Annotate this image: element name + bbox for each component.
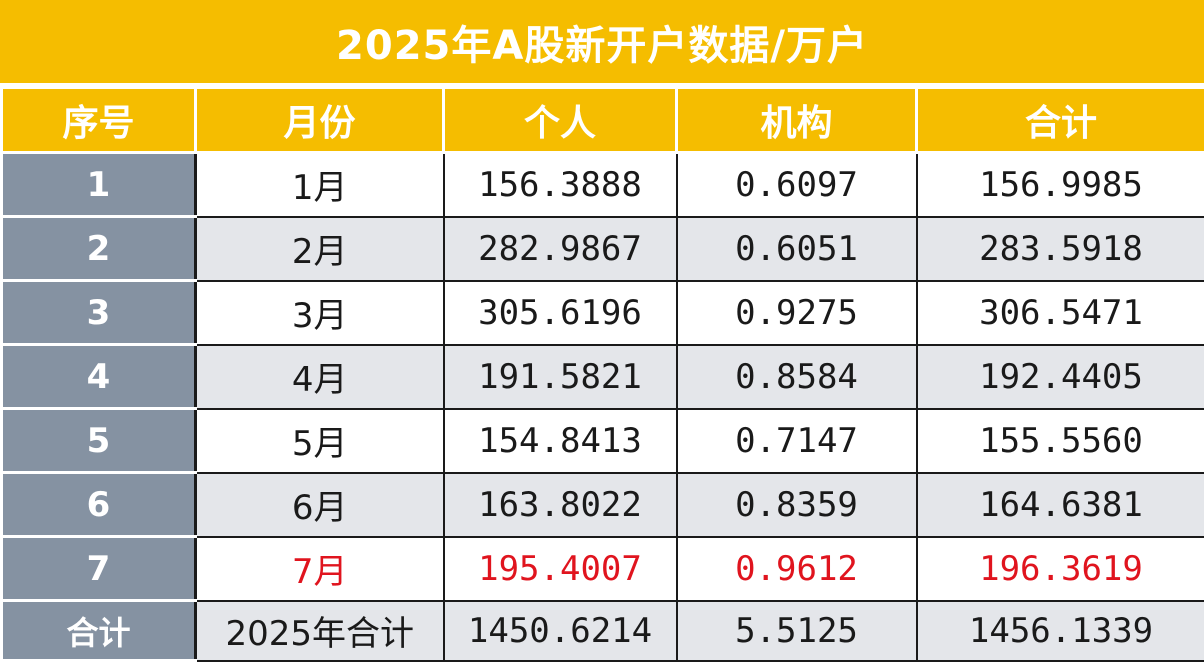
institution-cell: 0.8359 [675,471,918,538]
total-cell: 156.9985 [915,151,1204,218]
individual-cell: 154.8413 [442,407,678,474]
month-cell: 3月 [194,279,445,346]
column-header-individual: 个人 [442,86,678,154]
table-title: 2025年A股新开户数据/万户 [0,0,1204,86]
seq-cell: 7 [0,535,197,602]
table-row: 3 3月 305.6196 0.9275 306.5471 [0,279,1204,346]
seq-cell: 3 [0,279,197,346]
column-header-seq: 序号 [0,86,197,154]
individual-cell: 163.8022 [442,471,678,538]
month-cell: 7月 [194,535,445,602]
seq-cell: 4 [0,343,197,410]
total-cell: 196.3619 [915,535,1204,602]
account-data-table: 序号 月份 个人 机构 合计 1 1月 156.3888 0.6097 156.… [0,86,1204,662]
summary-month-cell: 2025年合计 [194,599,445,662]
table-row-highlighted: 7 7月 195.4007 0.9612 196.3619 [0,535,1204,602]
column-header-month: 月份 [194,86,445,154]
month-cell: 1月 [194,151,445,218]
individual-cell: 195.4007 [442,535,678,602]
total-cell: 192.4405 [915,343,1204,410]
seq-cell: 1 [0,151,197,218]
total-cell: 155.5560 [915,407,1204,474]
summary-total-cell: 1456.1339 [915,599,1204,662]
month-cell: 4月 [194,343,445,410]
institution-cell: 0.9612 [675,535,918,602]
institution-cell: 0.6051 [675,215,918,282]
month-cell: 2月 [194,215,445,282]
seq-cell: 5 [0,407,197,474]
column-header-total: 合计 [915,86,1204,154]
header-row: 序号 月份 个人 机构 合计 [0,86,1204,154]
summary-row: 合计 2025年合计 1450.6214 5.5125 1456.1339 [0,599,1204,662]
institution-cell: 0.8584 [675,343,918,410]
summary-individual-cell: 1450.6214 [442,599,678,662]
individual-cell: 305.6196 [442,279,678,346]
summary-label-cell: 合计 [0,599,197,662]
institution-cell: 0.7147 [675,407,918,474]
individual-cell: 282.9867 [442,215,678,282]
column-header-institution: 机构 [675,86,918,154]
table-row: 1 1月 156.3888 0.6097 156.9985 [0,151,1204,218]
table-row: 4 4月 191.5821 0.8584 192.4405 [0,343,1204,410]
individual-cell: 156.3888 [442,151,678,218]
seq-cell: 2 [0,215,197,282]
institution-cell: 0.6097 [675,151,918,218]
summary-institution-cell: 5.5125 [675,599,918,662]
seq-cell: 6 [0,471,197,538]
table-row: 2 2月 282.9867 0.6051 283.5918 [0,215,1204,282]
individual-cell: 191.5821 [442,343,678,410]
total-cell: 164.6381 [915,471,1204,538]
total-cell: 283.5918 [915,215,1204,282]
total-cell: 306.5471 [915,279,1204,346]
table-row: 5 5月 154.8413 0.7147 155.5560 [0,407,1204,474]
institution-cell: 0.9275 [675,279,918,346]
month-cell: 6月 [194,471,445,538]
table-row: 6 6月 163.8022 0.8359 164.6381 [0,471,1204,538]
month-cell: 5月 [194,407,445,474]
